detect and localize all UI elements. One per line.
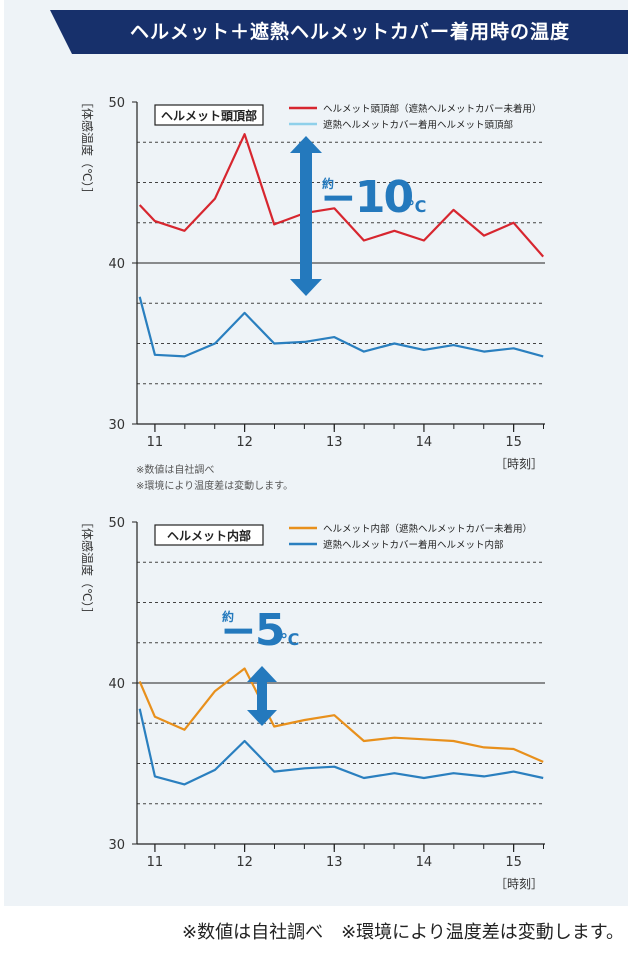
difference-arrow-head-up [247,666,277,682]
y-axis-label: ［体感温度（℃）］ [80,96,95,199]
difference-arrow-head-up [290,136,322,153]
legend-entry: ヘルメット内部（遮熱ヘルメットカバー未着用） [323,523,532,535]
difference-arrow-head-down [290,279,322,296]
y-tick-label: 50 [108,516,125,531]
chart-title: ヘルメット内部 [167,528,251,543]
difference-arrow-shaft [257,681,267,711]
x-tick-label: 11 [147,435,164,450]
x-axis-label: ［時刻］ [495,457,543,471]
legend-entry: 遮熱ヘルメットカバー着用ヘルメット頭頂部 [323,119,513,131]
x-tick-label: 14 [416,435,433,450]
chart-helmet-top: 30 40 50 11 12 13 14 15 ［体感温度（℃）］ ［時刻］ ヘルメット頭頂部 ヘルメ… [80,96,545,471]
title-banner: ヘルメット＋遮熱ヘルメットカバー着用時の温度 [50,10,628,54]
note-environment: ※環境により温度差は変動します。 [136,481,294,492]
series-line-0 [138,667,544,763]
chart-title-box [154,104,264,126]
x-axis-label: ［時刻］ [495,877,543,891]
annotation-unit: ℃ [407,197,426,216]
annotation-value: −10 [320,172,412,223]
y-tick-label: 50 [108,96,125,111]
x-tick-label: 12 [236,855,253,870]
y-tick-label: 30 [108,838,125,853]
annotation-prefix: 約 [322,176,334,191]
x-tick-label: 13 [326,435,343,450]
note-data-source: ※数値は自社調べ [136,465,215,476]
x-tick-label: 15 [505,855,522,870]
legend-entry: 遮熱ヘルメットカバー着用ヘルメット内部 [323,539,504,551]
annotation-unit: ℃ [280,630,299,649]
banner-title: ヘルメット＋遮熱ヘルメットカバー着用時の温度 [129,21,570,43]
x-tick-label: 13 [326,855,343,870]
y-tick-label: 40 [108,257,125,272]
footer-note: ※数値は自社調べ ※環境により温度差は変動します。 [181,922,624,943]
x-tick-label: 15 [505,435,522,450]
difference-arrow-head-down [247,710,277,726]
difference-arrow-shaft [300,152,312,280]
annotation-value: −5 [220,605,283,656]
series-line-0 [138,133,545,258]
chart-title-box [154,524,264,546]
x-tick-label: 12 [236,435,253,450]
x-tick-label: 14 [416,855,433,870]
legend-entry: ヘルメット頭頂部（遮熱ヘルメットカバー未着用） [323,103,542,115]
y-tick-label: 30 [108,418,125,433]
y-axis-label: ［体感温度（℃）］ [80,516,95,619]
y-tick-label: 40 [108,677,125,692]
chart-title: ヘルメット頭頂部 [161,108,257,123]
series-line-1 [138,708,544,786]
chart-helmet-inside: 30 40 50 11 12 13 14 15 ［体感温度（℃）］ ［時刻］ ヘルメット内部 ヘルメッ… [80,516,545,891]
x-tick-label: 11 [147,855,164,870]
annotation-prefix: 約 [222,609,234,624]
series-line-1 [138,296,544,358]
